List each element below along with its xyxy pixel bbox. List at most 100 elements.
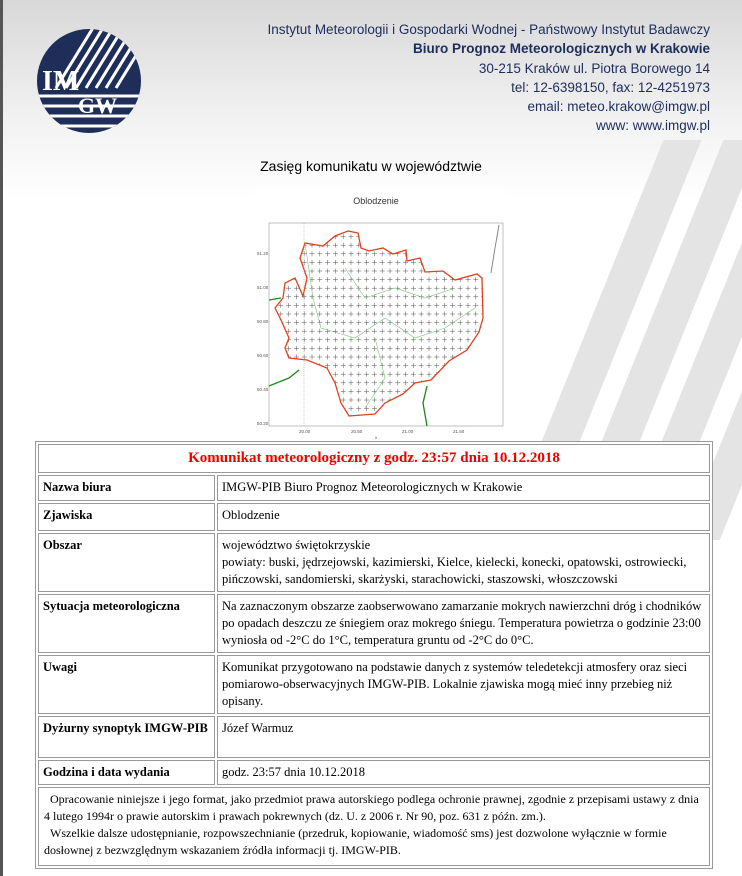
grid-cross [434,285,440,291]
grid-cross [348,328,354,334]
bulletin-table: Komunikat meteorologiczny z godz. 23:57 … [35,441,713,869]
grid-cross [364,354,370,360]
grid-cross [317,294,323,300]
grid-cross [340,414,346,416]
grid-cross [473,311,479,317]
grid-cross [387,294,393,300]
grid-cross [465,354,471,360]
grid-cross [481,414,483,416]
grid-cross [356,380,362,386]
grid-cross [364,259,370,265]
grid-cross [275,268,276,274]
grid-cross [473,371,479,377]
grid-cross [465,234,471,240]
grid-cross [403,294,409,300]
grid-cross [442,285,448,291]
grid-cross [418,234,424,240]
grid-cross [293,380,299,386]
grid-cross [457,380,463,386]
grid-cross [395,363,401,369]
header-contact: Instytut Meteorologii i Gospodarki Wodne… [268,20,710,136]
grid-cross [403,242,409,248]
email-link[interactable]: email: meteo.krakow@imgw.pl [527,99,710,115]
grid-cross [293,363,299,369]
grid-cross [481,397,483,403]
grid-cross [481,354,483,360]
grid-cross [465,337,471,343]
grid-cross [340,345,346,351]
grid-cross [275,354,276,360]
grid-cross [481,345,483,351]
grid-cross [340,337,346,343]
grid-cross [364,277,370,283]
grid-cross [387,234,393,240]
grid-cross [442,337,448,343]
grid-cross [379,285,385,291]
grid-cross [410,285,416,291]
grid-cross [434,259,440,265]
grid-cross [457,345,463,351]
grid-cross [426,320,432,326]
grid-cross [395,302,401,308]
grid-cross [465,388,471,394]
grid-cross [364,345,370,351]
grid-cross [309,251,315,257]
grid-cross [457,294,463,300]
grid-cross [356,371,362,377]
grid-cross [379,397,385,403]
grid-cross [387,414,393,416]
grid-cross [442,294,448,300]
grid-cross [286,242,292,248]
grid-cross [340,259,346,265]
grid-cross [465,414,471,416]
grid-cross [332,397,338,403]
grid-cross [465,406,471,412]
grid-cross [473,251,479,257]
grid-cross [332,242,338,248]
grid-cross [442,234,448,240]
grid-cross [356,251,362,257]
y-tick: 50.60 [257,353,269,358]
grid-cross [275,311,276,317]
grid-cross [293,406,299,412]
grid-cross [403,337,409,343]
grid-cross [332,371,338,377]
grid-cross [278,234,284,240]
grid-cross [465,268,471,274]
grid-cross [395,354,401,360]
grid-cross [317,311,323,317]
grid-cross [426,406,432,412]
grid-cross [340,268,346,274]
grid-cross [356,268,362,274]
grid-cross [457,251,463,257]
grid-cross [348,345,354,351]
grid-cross [418,285,424,291]
grid-cross [379,388,385,394]
grid-cross [442,251,448,257]
grid-cross [403,371,409,377]
grid-cross [364,380,370,386]
grid-cross [387,302,393,308]
grid-cross [481,226,486,231]
grid-cross [387,242,393,248]
www-link[interactable]: www: www.imgw.pl [595,118,710,134]
grid-cross [379,320,385,326]
grid-cross [426,285,432,291]
row-value-area: województwo świętokrzyskie powiaty: buski… [217,533,710,592]
grid-cross [317,285,323,291]
grid-cross [457,388,463,394]
grid-cross [348,302,354,308]
grid-cross [371,277,377,283]
grid-cross [395,268,401,274]
grid-cross [332,311,338,317]
grid-cross [473,285,479,291]
grid-cross [434,380,440,386]
grid-cross [458,226,463,231]
grid-cross [481,388,483,394]
grid-cross [403,285,409,291]
grid-cross [379,251,385,257]
grid-cross [449,251,455,257]
grid-cross [403,328,409,334]
grid-cross [348,294,354,300]
grid-cross [426,277,432,283]
